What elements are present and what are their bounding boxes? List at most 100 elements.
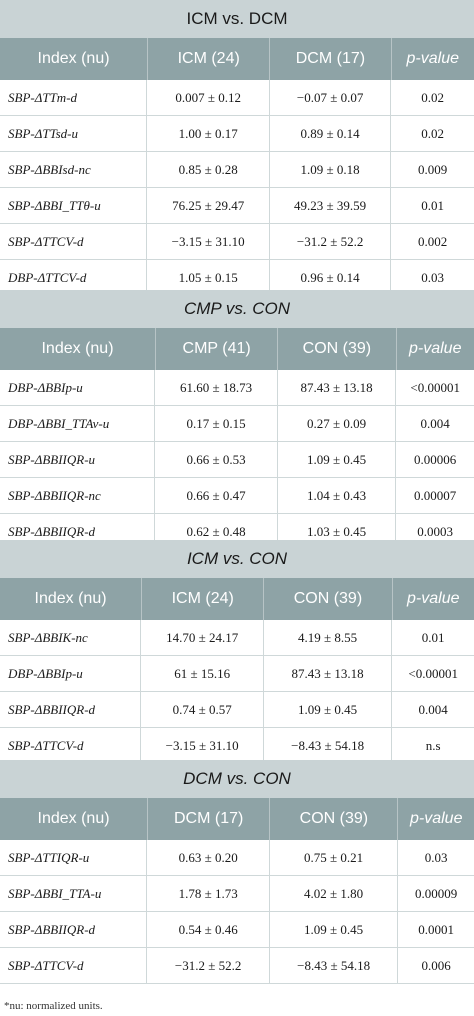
table-row: SBP-ΔBBI_TTθ-u 76.25 ± 29.47 49.23 ± 39.59…	[0, 188, 474, 224]
header-index: Index (nu)	[0, 798, 149, 840]
p-value-cell: <0.00001	[408, 665, 458, 681]
value-cell: 1.09 ± 0.45	[278, 442, 397, 477]
header-group-a: ICM (24)	[142, 578, 265, 620]
table-row: SBP-ΔTTCV-d −31.2 ± 52.2 −8.43 ± 54.18 0.00…	[0, 948, 474, 984]
header-group-a: ICM (24)	[148, 38, 271, 80]
value-cell: 0.007 ± 0.12	[147, 80, 270, 115]
value-cell: −31.2 ± 52.2	[270, 224, 392, 259]
header-group-b: CON (39)	[278, 328, 397, 370]
p-value-cell: 0.002	[418, 233, 448, 249]
value-cell: 0.75 ± 0.21	[270, 840, 399, 875]
value-cell: 1.09 ± 0.45	[264, 692, 393, 727]
p-value-cell: 0.02	[421, 89, 445, 105]
footnote: *nu: normalized units.	[4, 1000, 103, 1012]
index-cell: SBP-ΔBBI_TTθ-u	[0, 188, 148, 223]
index-cell: SBP-ΔBBIK-nc	[0, 620, 142, 655]
header-p-value: p-value	[407, 590, 460, 607]
value-cell: 1.04 ± 0.43	[278, 478, 397, 513]
section-title: CMP vs. CON	[0, 290, 474, 328]
value-cell: 0.17 ± 0.15	[155, 406, 278, 441]
value-cell: −8.43 ± 54.18	[270, 948, 399, 983]
index-cell: SBP-ΔBBIIQR-u	[0, 442, 156, 477]
header-p-value: p-value	[409, 340, 462, 357]
index-cell: SBP-ΔBBIIQR-d	[0, 514, 156, 549]
value-cell: 1.03 ± 0.45	[278, 514, 397, 549]
table-header: Index (nu) CMP (41) CON (39) p-value	[0, 328, 474, 370]
header-index: Index (nu)	[0, 578, 143, 620]
value-cell: 0.66 ± 0.47	[155, 478, 278, 513]
p-value-cell: 0.004	[418, 701, 448, 717]
table-row: SBP-ΔBBI_TTA-u 1.78 ± 1.73 4.02 ± 1.80 0.00…	[0, 876, 474, 912]
table-row: SBP-ΔTTm-d 0.007 ± 0.12 −0.07 ± 0.07 0.02	[0, 80, 474, 116]
section-title: ICM vs. CON	[0, 540, 474, 578]
p-value-cell: 0.004	[420, 415, 450, 431]
value-cell: 0.96 ± 0.14	[270, 260, 392, 295]
table-row: DBP-ΔBBIp-u 61 ± 15.16 87.43 ± 13.18 <0.000…	[0, 656, 474, 692]
header-p-value: p-value	[406, 50, 459, 67]
p-value-cell: 0.00007	[414, 487, 457, 503]
value-cell: −3.15 ± 31.10	[147, 224, 270, 259]
value-cell: 1.09 ± 0.45	[270, 912, 399, 947]
section-title: ICM vs. DCM	[0, 0, 474, 38]
p-value-cell: 0.03	[421, 269, 445, 285]
value-cell: 0.85 ± 0.28	[147, 152, 270, 187]
header-index: Index (nu)	[0, 328, 157, 370]
index-cell: SBP-ΔTTCV-d	[0, 224, 148, 259]
header-group-b: CON (39)	[264, 578, 393, 620]
value-cell: 61 ± 15.16	[141, 656, 264, 691]
table-header: Index (nu) DCM (17) CON (39) p-value	[0, 798, 474, 840]
table-row: SBP-ΔBBIIQR-nc 0.66 ± 0.47 1.04 ± 0.43 0.00…	[0, 478, 474, 514]
index-cell: SBP-ΔTTm-d	[0, 80, 148, 115]
value-cell: −3.15 ± 31.10	[141, 728, 264, 763]
header-group-b: CON (39)	[270, 798, 399, 840]
value-cell: 49.23 ± 39.59	[270, 188, 392, 223]
section-icm-vs-dcm: ICM vs. DCM Index (nu) ICM (24) DCM (17)…	[0, 0, 474, 296]
p-value-cell: 0.00009	[415, 885, 458, 901]
value-cell: 1.00 ± 0.17	[147, 116, 270, 151]
table-row: SBP-ΔBBIsd-nc 0.85 ± 0.28 1.09 ± 0.18 0.009	[0, 152, 474, 188]
index-cell: SBP-ΔBBIIQR-nc	[0, 478, 156, 513]
value-cell: 76.25 ± 29.47	[147, 188, 270, 223]
value-cell: 14.70 ± 24.17	[141, 620, 264, 655]
table-row: SBP-ΔBBIIQR-d 0.74 ± 0.57 1.09 ± 0.45 0.004	[0, 692, 474, 728]
index-cell: SBP-ΔTTCV-d	[0, 948, 148, 983]
index-cell: SBP-ΔTTIQR-u	[0, 840, 148, 875]
p-value-cell: 0.03	[424, 849, 448, 865]
table-row: SBP-ΔBBIIQR-u 0.66 ± 0.53 1.09 ± 0.45 0.000…	[0, 442, 474, 478]
header-p-value: p-value	[410, 810, 463, 827]
value-cell: 1.09 ± 0.18	[270, 152, 392, 187]
index-cell: SBP-ΔBBIIQR-d	[0, 692, 142, 727]
section-icm-vs-con: ICM vs. CON Index (nu) ICM (24) CON (39)…	[0, 540, 474, 764]
value-cell: 1.78 ± 1.73	[147, 876, 270, 911]
value-cell: 0.74 ± 0.57	[141, 692, 264, 727]
p-value-cell: 0.01	[421, 197, 445, 213]
table-header: Index (nu) ICM (24) CON (39) p-value	[0, 578, 474, 620]
header-group-b: DCM (17)	[270, 38, 392, 80]
p-value-cell: 0.0003	[417, 523, 454, 539]
section-dcm-vs-con: DCM vs. CON Index (nu) DCM (17) CON (39)…	[0, 760, 474, 984]
table-row: SBP-ΔTTCV-d −3.15 ± 31.10 −31.2 ± 52.2 0.00…	[0, 224, 474, 260]
index-cell: DBP-ΔBBIp-u	[0, 370, 156, 405]
p-value-cell: <0.00001	[410, 379, 460, 395]
index-cell: SBP-ΔTTsd-u	[0, 116, 148, 151]
value-cell: 61.60 ± 18.73	[155, 370, 278, 405]
index-cell: DBP-ΔTTCV-d	[0, 260, 148, 295]
table-header: Index (nu) ICM (24) DCM (17) p-value	[0, 38, 474, 80]
table-row: SBP-ΔTTCV-d −3.15 ± 31.10 −8.43 ± 54.18 n.s	[0, 728, 474, 764]
index-cell: SBP-ΔBBIIQR-d	[0, 912, 148, 947]
table-row: DBP-ΔBBI_TTAv-u 0.17 ± 0.15 0.27 ± 0.09 0.0…	[0, 406, 474, 442]
value-cell: 4.02 ± 1.80	[270, 876, 399, 911]
value-cell: 0.63 ± 0.20	[147, 840, 270, 875]
value-cell: 87.43 ± 13.18	[278, 370, 397, 405]
p-value-cell: 0.00006	[414, 451, 457, 467]
table-row: SBP-ΔTTsd-u 1.00 ± 0.17 0.89 ± 0.14 0.02	[0, 116, 474, 152]
index-cell: SBP-ΔTTCV-d	[0, 728, 142, 763]
p-value-cell: 0.009	[418, 161, 448, 177]
table-row: SBP-ΔBBIK-nc 14.70 ± 24.17 4.19 ± 8.55 0.01	[0, 620, 474, 656]
header-group-a: DCM (17)	[148, 798, 271, 840]
value-cell: 0.54 ± 0.46	[147, 912, 270, 947]
table-row: SBP-ΔTTIQR-u 0.63 ± 0.20 0.75 ± 0.21 0.03	[0, 840, 474, 876]
value-cell: −8.43 ± 54.18	[264, 728, 393, 763]
section-cmp-vs-con: CMP vs. CON Index (nu) CMP (41) CON (39)…	[0, 290, 474, 550]
value-cell: 1.05 ± 0.15	[147, 260, 270, 295]
